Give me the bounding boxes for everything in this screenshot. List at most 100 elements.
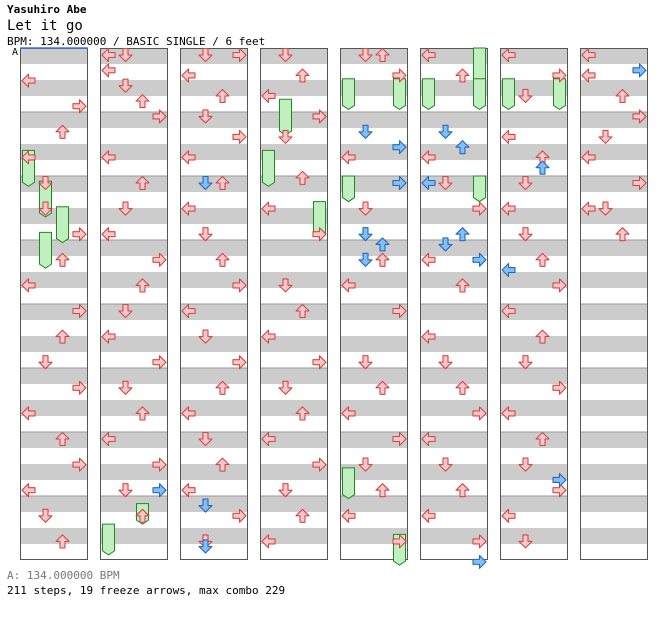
step-arrow [101,227,116,242]
freeze-arrow [502,78,515,111]
step-arrow [455,380,470,395]
step-arrow [375,47,390,63]
step-arrow [615,88,630,104]
step-arrow-blue [152,483,167,498]
step-arrow [295,170,310,185]
step-arrow [278,47,293,63]
step-arrow [232,47,247,63]
step-arrow [101,63,116,78]
step-arrow [518,227,533,242]
step-arrow [118,78,133,93]
step-arrow [295,68,310,83]
chart-column [500,48,568,560]
step-arrow-blue [501,262,516,278]
step-arrow [55,431,70,447]
chart-column [20,48,88,560]
step-arrow [312,227,327,242]
freeze-arrow [56,206,69,244]
step-arrow [552,278,567,293]
step-arrow-blue [198,175,213,191]
chart-column [100,48,168,560]
step-arrow-blue [392,175,407,191]
freeze-arrow [342,78,355,111]
step-arrow [198,329,213,344]
step-arrow [118,47,133,63]
step-arrow [261,201,276,216]
step-arrow [518,88,533,104]
step-arrow-blue [358,252,373,267]
step-arrow [358,47,373,63]
step-arrow [181,68,196,83]
step-arrow [581,47,596,63]
freeze-arrow [473,78,486,111]
step-arrow [72,457,87,472]
step-arrow [581,201,596,216]
step-arrow [421,329,436,344]
freeze-arrow [393,78,406,111]
step-arrow [472,534,487,549]
step-arrow [455,278,470,293]
step-arrow [518,457,533,472]
step-arrow [535,329,550,344]
chart-column [260,48,328,560]
step-arrow [21,406,36,421]
step-arrow [38,508,53,523]
freeze-arrow [553,78,566,111]
step-arrow-blue [632,63,647,78]
step-arrow [518,355,533,370]
step-arrow-blue [472,252,487,267]
step-arrow [215,88,230,104]
step-arrow [472,201,487,216]
step-arrow-blue [455,227,470,242]
step-arrow [501,47,516,63]
step-arrow [21,483,36,498]
step-arrow-blue [198,539,213,554]
step-arrow [392,534,407,549]
step-arrow [501,406,516,421]
step-arrow [278,278,293,293]
step-arrow [278,129,293,144]
step-arrow [472,406,487,421]
step-arrow [632,175,647,191]
step-arrow [421,47,436,63]
step-arrow [215,380,230,395]
step-arrow [341,278,356,293]
freeze-arrow [39,231,52,269]
step-arrow [38,175,53,191]
bpm-marker-label: A [12,47,19,58]
step-arrow [552,68,567,83]
step-arrow [518,534,533,549]
step-arrow [38,355,53,370]
step-arrow [501,129,516,144]
step-arrow [55,252,70,267]
step-arrow-blue [358,227,373,242]
step-arrow [438,355,453,370]
step-arrow [312,457,327,472]
step-arrow [358,355,373,370]
step-arrow [38,201,53,216]
step-arrow [101,150,116,165]
step-arrow [501,508,516,523]
step-arrow [215,457,230,472]
step-arrow [261,431,276,447]
step-arrow [181,201,196,216]
step-arrow [118,380,133,395]
step-arrow [632,109,647,124]
step-arrow [392,303,407,319]
step-arrow [295,406,310,421]
step-arrow [375,380,390,395]
step-arrow [101,431,116,447]
step-arrow [552,380,567,395]
step-arrow [135,278,150,293]
step-arrow-blue [535,160,550,175]
freeze-arrow [342,467,355,500]
step-arrow [118,201,133,216]
step-arrow [181,406,196,421]
freeze-arrow [279,98,292,136]
step-arrow [598,201,613,216]
step-arrow [21,150,36,165]
step-arrow [72,227,87,242]
step-arrow-blue [358,124,373,139]
step-arrow [152,457,167,472]
